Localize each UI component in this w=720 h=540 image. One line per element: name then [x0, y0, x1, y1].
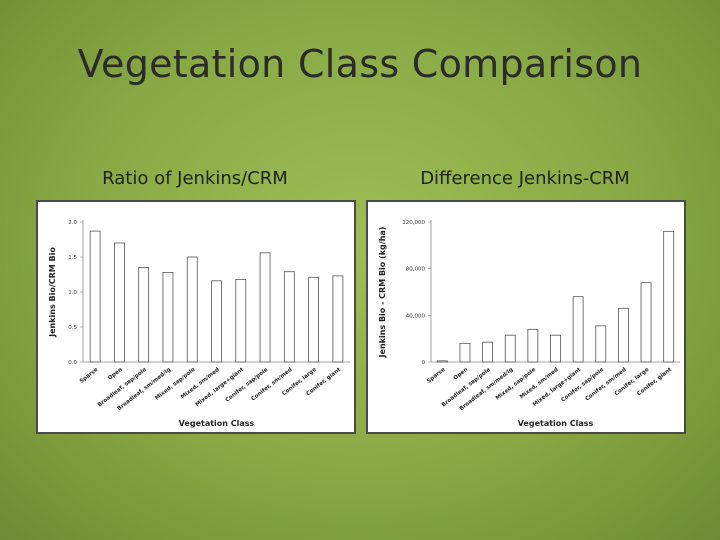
x-tick-label: Conifer, sap/pole: [560, 367, 605, 404]
y-tick-label: 120,000: [402, 220, 425, 226]
x-tick-label: Sparse: [79, 367, 100, 385]
bar: [186, 256, 198, 363]
ratio-chart-heading: Ratio of Jenkins/CRM: [102, 168, 288, 189]
y-tick-label: 1.5: [68, 255, 77, 261]
x-tick-label: Open: [107, 367, 124, 382]
bar: [663, 230, 675, 363]
bar: [640, 282, 652, 363]
bar: [504, 334, 516, 363]
bar: [211, 280, 222, 363]
slide-title: Vegetation Class Comparison: [77, 42, 643, 86]
bar: [114, 242, 125, 363]
y-tick-label: 1.0: [68, 290, 77, 296]
y-tick-label: 80,000: [406, 267, 426, 273]
bar: [283, 271, 295, 363]
x-tick-label: Sparse: [426, 367, 447, 385]
y-tick-label: 40,000: [406, 313, 426, 319]
y-axis-title: Jenkins Bio/CRM Bio: [48, 247, 57, 338]
bar: [572, 296, 584, 363]
y-tick-label: 2.0: [68, 220, 77, 226]
x-axis-title: Vegetation Class: [179, 419, 255, 428]
bar: [527, 328, 539, 363]
y-axis-title: Jenkins Bio - CRM Bio (kg/ha): [378, 227, 387, 359]
x-tick-label: Open: [453, 367, 470, 382]
bar: [308, 276, 319, 363]
difference-chart-heading: Difference Jenkins-CRM: [420, 168, 630, 189]
x-tick-label: Conifer, sm/med: [584, 367, 627, 403]
bar: [482, 341, 493, 363]
bar: [235, 279, 247, 363]
bar: [436, 360, 448, 363]
y-tick-label: 0: [422, 360, 426, 366]
y-tick-label: 0.0: [68, 360, 77, 366]
bar: [550, 334, 561, 363]
x-axis-title: Vegetation Class: [518, 419, 594, 428]
bar: [459, 342, 471, 363]
x-tick-label: Conifer, sap/pole: [225, 367, 270, 404]
bar: [618, 307, 629, 363]
y-tick-label: 0.5: [68, 325, 77, 331]
bar: [162, 272, 174, 363]
x-tick-label: Mixed, sm/med: [519, 367, 560, 401]
x-tick-label: Conifer, sm/med: [250, 367, 293, 403]
bar: [595, 325, 607, 363]
difference-chart-panel: 0 40,000 80,000 120,000 Sparse Open Broadleaf,…: [366, 200, 686, 434]
bar: [332, 275, 344, 363]
x-tick-label: Mixed, sap/pole: [495, 367, 537, 402]
bar: [138, 267, 150, 363]
x-tick-label: Mixed, large+giant: [195, 367, 246, 408]
bar: [259, 252, 271, 363]
bar: [89, 230, 101, 363]
ratio-chart-panel: 0.0 0.5 1.0 1.5 2.0 Sparse Open Broadleaf, sap/…: [36, 200, 356, 434]
